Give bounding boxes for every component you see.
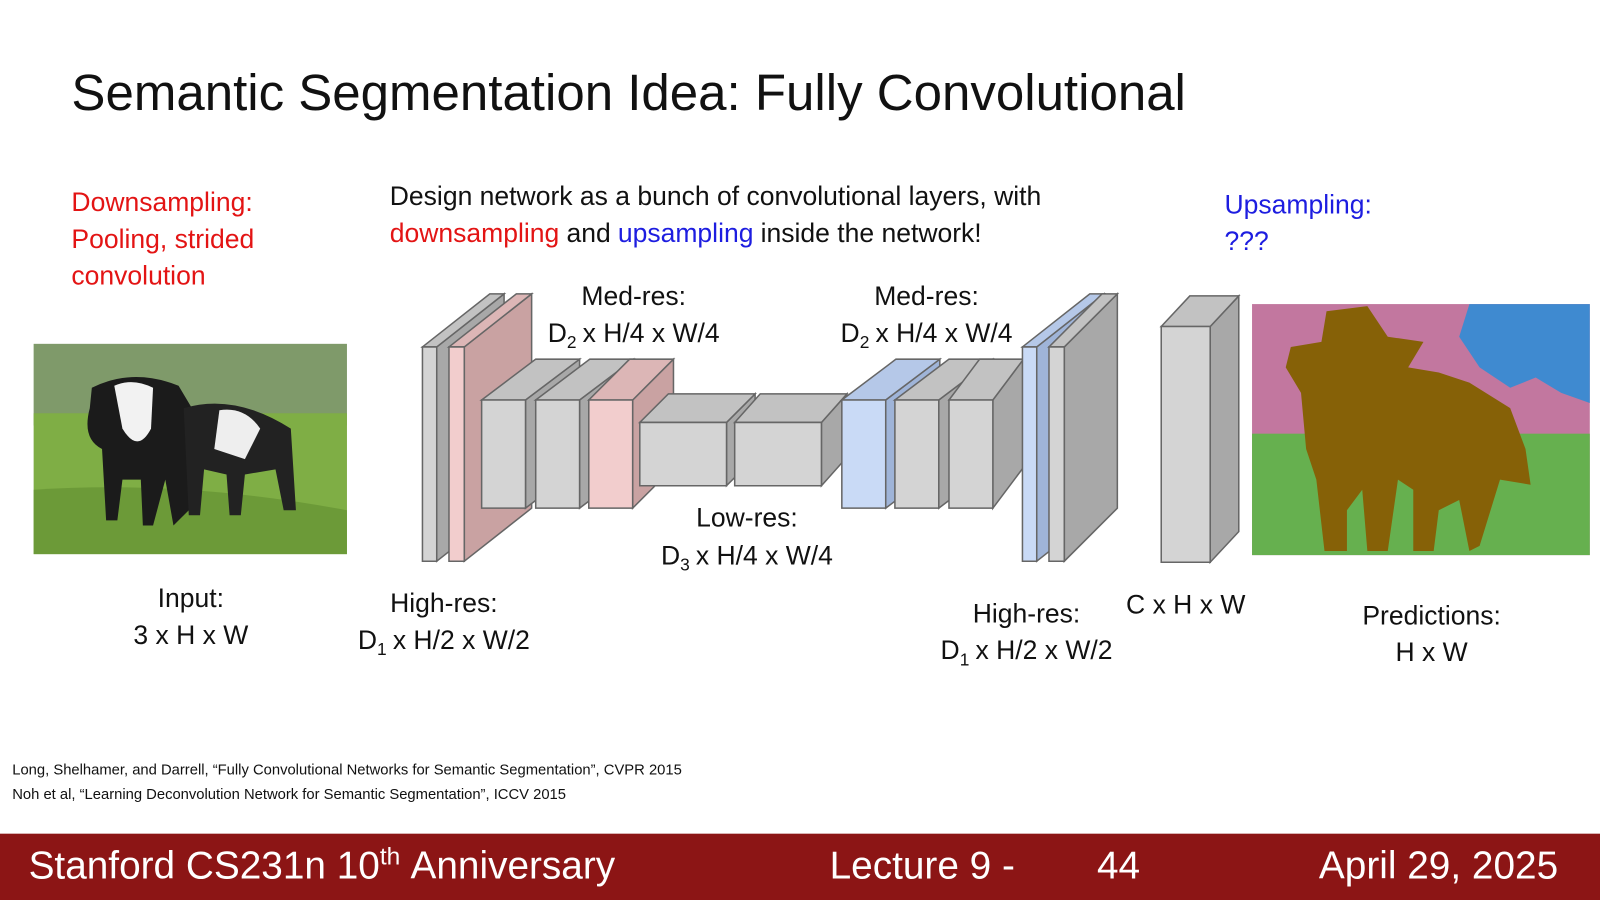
downsampling-note: convolution bbox=[71, 261, 205, 291]
box-face bbox=[948, 399, 994, 509]
reference: Long, Shelhamer, and Darrell, “Fully Con… bbox=[12, 762, 682, 778]
slide-title: Semantic Segmentation Idea: Fully Convol… bbox=[71, 64, 1185, 121]
design-word: upsampling bbox=[618, 218, 754, 248]
dim-base: D bbox=[548, 318, 567, 348]
input-image bbox=[33, 343, 347, 555]
input-label: 3 x H x W bbox=[133, 620, 248, 650]
box-face bbox=[639, 421, 728, 487]
dim-rest: x H/4 x W/4 bbox=[875, 318, 1012, 348]
dim-rest: x H/4 x W/4 bbox=[583, 318, 720, 348]
network-diagram bbox=[420, 292, 1241, 565]
dim-base: D bbox=[661, 540, 680, 570]
footer-page: 44 bbox=[1097, 845, 1140, 888]
dim-rest: x H/2 x W/2 bbox=[975, 635, 1112, 665]
dim-sub: 2 bbox=[567, 332, 577, 352]
dim-sub: 2 bbox=[860, 332, 870, 352]
layer-dims: D3 x H/4 x W/4 bbox=[661, 540, 833, 574]
box-face bbox=[480, 399, 527, 509]
upsampling-note: ??? bbox=[1224, 226, 1268, 256]
dim-sub: 1 bbox=[377, 639, 387, 659]
layer-dims: D2 x H/4 x W/4 bbox=[841, 318, 1013, 352]
output-label: C x H x W bbox=[1126, 589, 1245, 619]
course-rest: Anniversary bbox=[410, 845, 615, 888]
box-face bbox=[733, 421, 823, 487]
dim-base: D bbox=[841, 318, 860, 348]
layer-name: Low-res: bbox=[696, 503, 798, 533]
design-text: Design network as a bunch of convolution… bbox=[390, 181, 1041, 211]
footer-date: April 29, 2025 bbox=[1319, 845, 1558, 888]
dim-sub: 1 bbox=[960, 649, 970, 669]
downsampling-note: Downsampling: bbox=[71, 187, 252, 217]
prediction-image bbox=[1252, 304, 1590, 556]
layer-name: Med-res: bbox=[581, 281, 686, 311]
course-sup: th bbox=[380, 843, 400, 870]
layer-name: Med-res: bbox=[874, 281, 979, 311]
layer-name: High-res: bbox=[390, 588, 498, 618]
design-word: downsampling bbox=[390, 218, 560, 248]
dim-base: D bbox=[358, 625, 377, 655]
dim-sub: 3 bbox=[680, 554, 690, 574]
box-face bbox=[1021, 346, 1038, 562]
design-text: downsampling and upsampling inside the netw… bbox=[390, 218, 982, 248]
layer-name: High-res: bbox=[973, 598, 1081, 628]
dim-rest: x H/2 x W/2 bbox=[393, 625, 530, 655]
footer-lecture: Lecture 9 - bbox=[830, 845, 1015, 888]
design-word: and bbox=[566, 218, 610, 248]
box-face bbox=[588, 399, 634, 509]
layer-dims: D2 x H/4 x W/4 bbox=[548, 318, 720, 352]
box-face bbox=[1048, 346, 1066, 562]
dim-base: D bbox=[941, 635, 960, 665]
design-word: inside the network! bbox=[761, 218, 982, 248]
box-face bbox=[894, 399, 940, 509]
layer-dims: D1 x H/2 x W/2 bbox=[358, 625, 530, 659]
box-face bbox=[421, 346, 438, 562]
box-face bbox=[841, 399, 887, 509]
reference: Noh et al, “Learning Deconvolution Netwo… bbox=[12, 787, 566, 803]
box-face bbox=[1209, 293, 1240, 565]
input-label: Input: bbox=[158, 583, 224, 613]
upsampling-note: Upsampling: bbox=[1224, 189, 1371, 219]
box-face bbox=[1160, 325, 1211, 564]
box-face bbox=[448, 346, 466, 562]
box-face bbox=[534, 399, 581, 509]
footer-bar bbox=[0, 833, 1600, 900]
course: Stanford CS231n 10 bbox=[29, 845, 380, 888]
predictions-label: Predictions: bbox=[1362, 600, 1501, 630]
dim-rest: x H/4 x W/4 bbox=[696, 540, 833, 570]
predictions-label: H x W bbox=[1396, 637, 1468, 667]
footer-course: Stanford CS231n 10th Anniversary bbox=[29, 843, 616, 887]
layer-dims: D1 x H/2 x W/2 bbox=[941, 635, 1113, 669]
downsampling-note: Pooling, strided bbox=[71, 224, 254, 254]
